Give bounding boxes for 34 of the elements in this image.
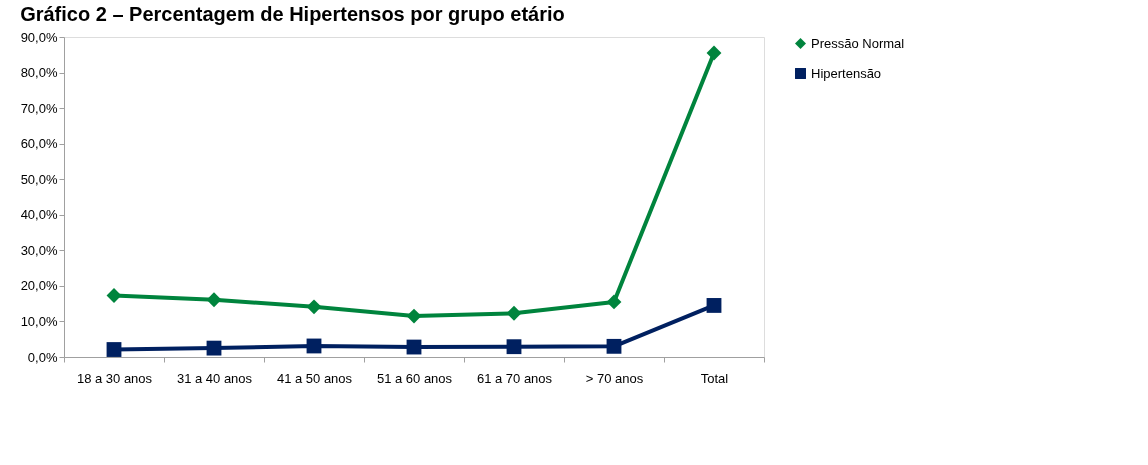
point: [306, 338, 322, 354]
point: [506, 339, 522, 355]
x-tick-label: 18 a 30 anos: [76, 370, 153, 386]
point: [206, 340, 222, 356]
legend-label: Pressão Normal: [811, 35, 905, 51]
x-tick-label: 31 a 40 anos: [176, 370, 253, 386]
y-tick-label: 0,0%: [27, 349, 58, 365]
point: [506, 305, 522, 321]
x-tick-label: Total: [700, 370, 729, 386]
chart-title: Gráfico 2 – Percentagem de Hipertensos por grupo etário: [20, 3, 565, 25]
point: [306, 299, 322, 315]
x-tick-label: 61 a 70 anos: [476, 370, 553, 386]
legend-label: Hipertensão: [811, 65, 882, 81]
y-tick-label: 10,0%: [20, 313, 58, 329]
point: [106, 342, 122, 357]
point: [106, 288, 122, 303]
point: [706, 45, 722, 61]
y-tick-label: 90,0%: [20, 29, 58, 45]
point: [606, 338, 622, 354]
point: [406, 339, 422, 355]
point: [206, 292, 222, 308]
y-tick-label: 60,0%: [20, 136, 58, 152]
y-tick-label: 70,0%: [20, 100, 58, 116]
point: [706, 298, 722, 313]
point: [606, 294, 622, 310]
y-tick-label: 30,0%: [20, 242, 58, 258]
point: [406, 308, 422, 324]
y-tick-label: 40,0%: [20, 207, 58, 223]
x-tick-label: 51 a 60 anos: [376, 370, 453, 386]
y-tick-label: 20,0%: [20, 278, 58, 294]
x-tick-label: > 70 anos: [585, 370, 644, 386]
x-tick-label: 41 a 50 anos: [276, 370, 353, 386]
y-tick-label: 80,0%: [20, 65, 58, 81]
y-tick-label: 50,0%: [20, 171, 58, 187]
